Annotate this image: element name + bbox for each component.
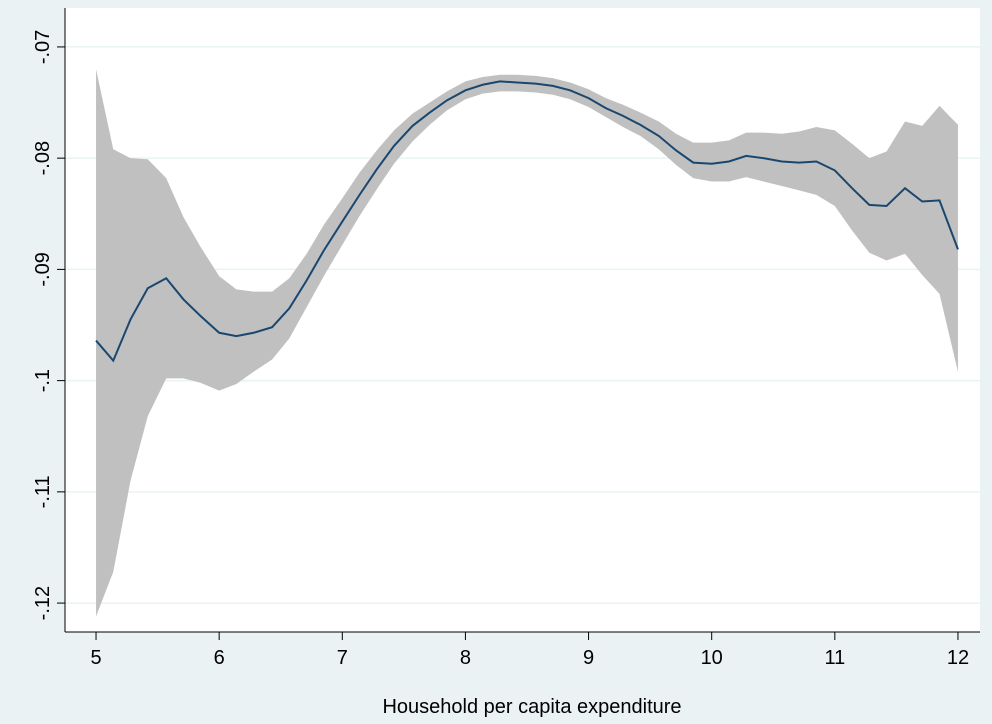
- y-tick-label: -.1: [32, 369, 54, 392]
- x-axis-label: Household per capita expenditure: [382, 696, 681, 718]
- line: [95, 80, 959, 363]
- y-tick-label: -.08: [32, 141, 54, 175]
- x-tick-label: 5: [90, 647, 101, 669]
- confidence-band: [96, 69, 958, 617]
- y-tick-label: -.12: [32, 586, 54, 620]
- x-tick-label: 12: [947, 647, 969, 669]
- y-tick-label: -.11: [32, 475, 54, 508]
- x-tick-label: 9: [583, 647, 594, 669]
- x-tick-label: 6: [214, 647, 225, 669]
- x-tick-label: 10: [701, 647, 723, 669]
- x-tick-label: 8: [460, 647, 471, 669]
- x-tick-label: 7: [337, 647, 348, 669]
- x-tick-label: 11: [824, 647, 845, 669]
- y-tick-label: -.07: [32, 30, 54, 64]
- y-tick-label: -.09: [32, 252, 54, 286]
